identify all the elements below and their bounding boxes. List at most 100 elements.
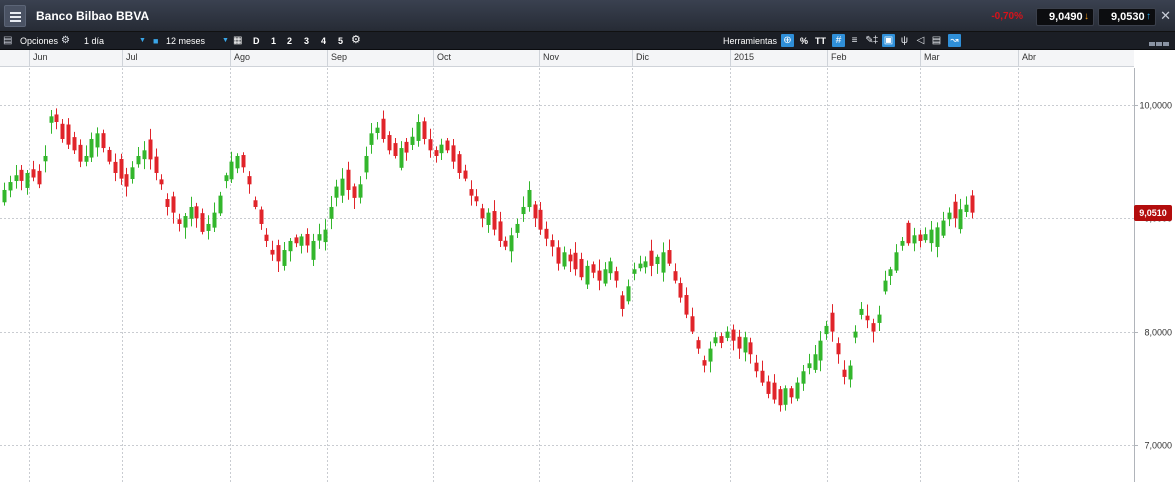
options-gear-icon[interactable]: ⚙: [61, 35, 70, 46]
candle-body: [527, 189, 532, 208]
percent-toggle[interactable]: %: [800, 36, 809, 46]
candle-body: [136, 155, 141, 165]
window-controls[interactable]: [1148, 38, 1169, 48]
candle-body: [562, 252, 567, 267]
range-button-2[interactable]: 2: [287, 36, 293, 46]
month-tick: [122, 50, 123, 67]
range-button-4[interactable]: 4: [321, 36, 327, 46]
text-tool[interactable]: TT: [815, 36, 826, 46]
chevron-down-icon[interactable]: ▼: [139, 37, 146, 44]
candle-body: [43, 155, 48, 162]
candle-body: [894, 252, 899, 271]
candle-body: [789, 388, 794, 398]
candle-body: [807, 363, 812, 369]
candle-body: [101, 133, 106, 149]
candle-body: [480, 208, 485, 219]
candle-body: [947, 212, 952, 220]
candle-body: [556, 247, 561, 264]
pencil-tool-icon[interactable]: ✎: [865, 35, 874, 46]
last-price-tag: 9,0510: [1134, 204, 1172, 221]
candle-body: [953, 201, 958, 219]
range-button-d[interactable]: D: [253, 36, 260, 46]
candle-body: [830, 312, 835, 332]
candle-body: [177, 219, 182, 224]
candle-body: [748, 342, 753, 355]
candle-body: [375, 127, 380, 134]
lock-icon[interactable]: ■: [153, 36, 159, 46]
candle-body: [877, 314, 882, 323]
candle-body: [14, 175, 19, 182]
sell-price-button[interactable]: 9,0490 ↓: [1036, 8, 1094, 26]
range-button-3[interactable]: 3: [304, 36, 310, 46]
grid-tool-icon[interactable]: #: [832, 34, 845, 47]
month-label: Abr: [1022, 52, 1037, 62]
candle-body: [661, 252, 666, 273]
period-select[interactable]: 12 meses: [166, 35, 205, 47]
candle-body: [404, 141, 409, 153]
buy-price-button[interactable]: 9,0530 ↑: [1098, 8, 1156, 26]
candle-body: [783, 388, 788, 405]
candle-body: [2, 189, 7, 203]
candle-body: [171, 196, 176, 213]
candle-body: [451, 145, 456, 162]
candle-body: [906, 222, 911, 244]
range-button-5[interactable]: 5: [338, 36, 344, 46]
candle-body: [119, 158, 124, 179]
month-tick: [327, 50, 328, 67]
month-label: Oct: [437, 52, 452, 62]
candle-body: [568, 254, 573, 262]
options-button[interactable]: Opciones: [20, 35, 58, 47]
candle-body: [818, 340, 823, 361]
candle-body: [381, 118, 386, 139]
candle-body: [294, 237, 299, 244]
candle-body: [107, 149, 112, 162]
candle-body: [696, 340, 701, 349]
print-icon[interactable]: ▤: [931, 35, 942, 46]
pitchfork-tool-icon[interactable]: ψ: [900, 35, 909, 46]
month-tick: [230, 50, 231, 67]
panel-icon[interactable]: ▤: [3, 35, 13, 46]
candle-body: [503, 240, 508, 247]
candle-body: [603, 269, 608, 284]
compare-tool-icon[interactable]: ▣: [882, 34, 895, 47]
candle-body: [72, 137, 77, 151]
candle-body: [550, 240, 555, 247]
interval-value: 1 día: [84, 36, 105, 46]
candle-body: [521, 206, 526, 215]
hamburger-menu-icon[interactable]: [4, 5, 26, 27]
settings-gear-icon[interactable]: ⚙: [351, 34, 361, 46]
candle-body: [276, 245, 281, 262]
candle-body: [218, 195, 223, 214]
candle-body: [200, 213, 205, 232]
tools-menu[interactable]: Herramientas: [723, 35, 777, 47]
candle-body: [836, 343, 841, 355]
candle-body: [311, 240, 316, 260]
month-tick: [632, 50, 633, 67]
candle-body: [241, 155, 246, 168]
candle-body: [19, 169, 24, 181]
month-label: Feb: [831, 52, 847, 62]
y-axis-label: 7,0000: [1144, 441, 1172, 451]
candle-body: [235, 155, 240, 169]
magic-tool-icon[interactable]: ↝: [948, 34, 961, 47]
sell-price: 9,0490: [1049, 11, 1083, 23]
chevron-down-icon[interactable]: ▼: [222, 37, 229, 44]
candle-body: [154, 156, 159, 173]
eraser-tool-icon[interactable]: ◁: [916, 35, 925, 46]
candle-body: [393, 143, 398, 156]
candle-body: [865, 315, 870, 321]
candle-body: [585, 265, 590, 285]
interval-select[interactable]: 1 día: [84, 35, 104, 47]
marker-tool-icon[interactable]: ‡: [872, 35, 879, 46]
fibonacci-tool-icon[interactable]: ≡: [851, 35, 858, 46]
crosshair-tool-icon[interactable]: ⊕: [781, 34, 794, 47]
candle-body: [492, 211, 497, 230]
candle-body: [964, 204, 969, 213]
candle-body: [620, 295, 625, 309]
candle-body: [632, 269, 637, 274]
close-icon[interactable]: ✕: [1160, 8, 1171, 23]
calendar-icon[interactable]: ▦: [233, 35, 243, 46]
range-button-1[interactable]: 1: [271, 36, 277, 46]
